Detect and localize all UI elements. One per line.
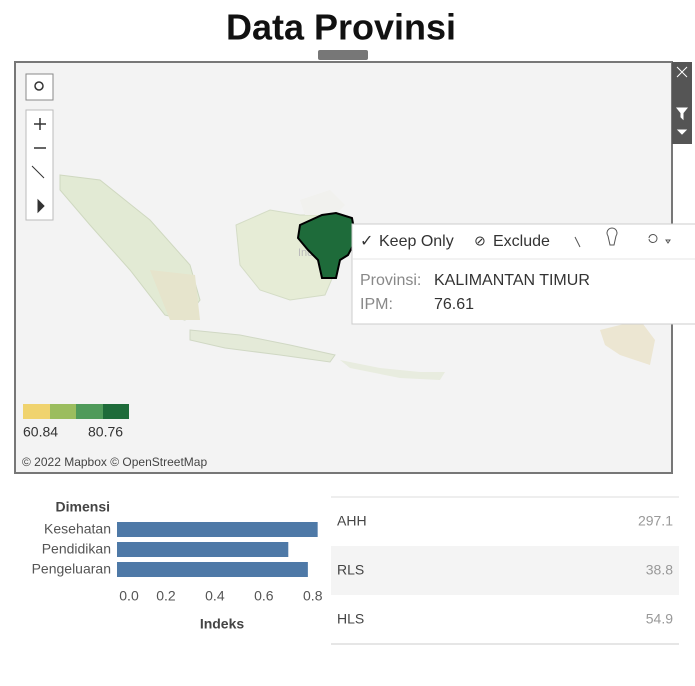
table-cell: 297.1 bbox=[638, 513, 673, 529]
data-table: AHH 297.1 RLS 38.8 HLS 54.9 bbox=[331, 496, 679, 645]
bar bbox=[117, 522, 318, 537]
x-tick-label: 0.0 bbox=[119, 588, 139, 604]
bar bbox=[117, 542, 289, 557]
tool-icons[interactable] bbox=[31, 165, 45, 214]
bar-chart: Dimensi Indeks 0.0 0.2 0.4 0.6 0.8 Kesehatan P… bbox=[32, 499, 323, 632]
keep-only-button[interactable]: ✓ bbox=[360, 233, 373, 250]
sumatra-south bbox=[150, 270, 200, 320]
x-tick-label: 0.4 bbox=[205, 588, 225, 604]
selected-province[interactable] bbox=[296, 211, 358, 279]
field-label: Provinsi: bbox=[360, 272, 421, 289]
legend-swatch bbox=[103, 404, 129, 419]
x-tick-label: 0.8 bbox=[303, 588, 323, 604]
category-header: Dimensi bbox=[56, 499, 110, 515]
tooltip: ✓ Keep Only ⊘ Exclude Provinsi: KALIMANT… bbox=[351, 223, 695, 325]
bar bbox=[117, 562, 308, 577]
category-label: Pengeluaran bbox=[32, 561, 111, 577]
search-button[interactable] bbox=[25, 73, 54, 101]
drag-handle[interactable] bbox=[318, 50, 368, 60]
tooltip-icons[interactable] bbox=[574, 227, 671, 248]
table-cell: AHH bbox=[337, 513, 367, 529]
x-tick-label: 0.6 bbox=[254, 588, 274, 604]
tooltip-box bbox=[351, 223, 695, 325]
table-row-band bbox=[331, 546, 679, 595]
search-icon bbox=[34, 81, 44, 91]
attribution: © 2022 Mapbox © OpenStreetMap bbox=[22, 455, 207, 469]
legend-swatch bbox=[76, 404, 103, 419]
zoom-icons[interactable] bbox=[34, 118, 46, 149]
table-cell: 38.8 bbox=[646, 562, 673, 578]
table-cell: HLS bbox=[337, 611, 364, 627]
field-label: IPM: bbox=[360, 296, 393, 313]
category-label: Pendidikan bbox=[42, 541, 111, 557]
legend-max: 80.76 bbox=[88, 424, 123, 440]
x-tick-label: 0.2 bbox=[156, 588, 176, 604]
legend-swatch bbox=[50, 404, 76, 419]
view-toolbar[interactable] bbox=[672, 62, 692, 144]
legend-min: 60.84 bbox=[23, 424, 58, 440]
papua bbox=[600, 320, 655, 365]
nusa-tenggara bbox=[340, 360, 445, 380]
kalimantan-north bbox=[300, 190, 345, 215]
exclude-button[interactable]: Exclude bbox=[493, 233, 550, 250]
field-value: 76.61 bbox=[434, 296, 474, 313]
dashboard-title: Data Provinsi bbox=[226, 7, 456, 48]
java bbox=[189, 329, 336, 363]
legend: 60.84 80.76 bbox=[23, 404, 129, 440]
table-cell: RLS bbox=[337, 562, 364, 578]
field-value: KALIMANTAN TIMUR bbox=[434, 272, 590, 289]
legend-swatch bbox=[23, 404, 50, 419]
table-cell: 54.9 bbox=[646, 611, 673, 627]
category-label: Kesehatan bbox=[44, 521, 111, 537]
exclude-button[interactable]: ⊘ bbox=[474, 233, 486, 249]
keep-only-button[interactable]: Keep Only bbox=[379, 233, 454, 250]
toolbar-icons bbox=[675, 66, 689, 135]
x-axis-title: Indeks bbox=[200, 616, 245, 632]
